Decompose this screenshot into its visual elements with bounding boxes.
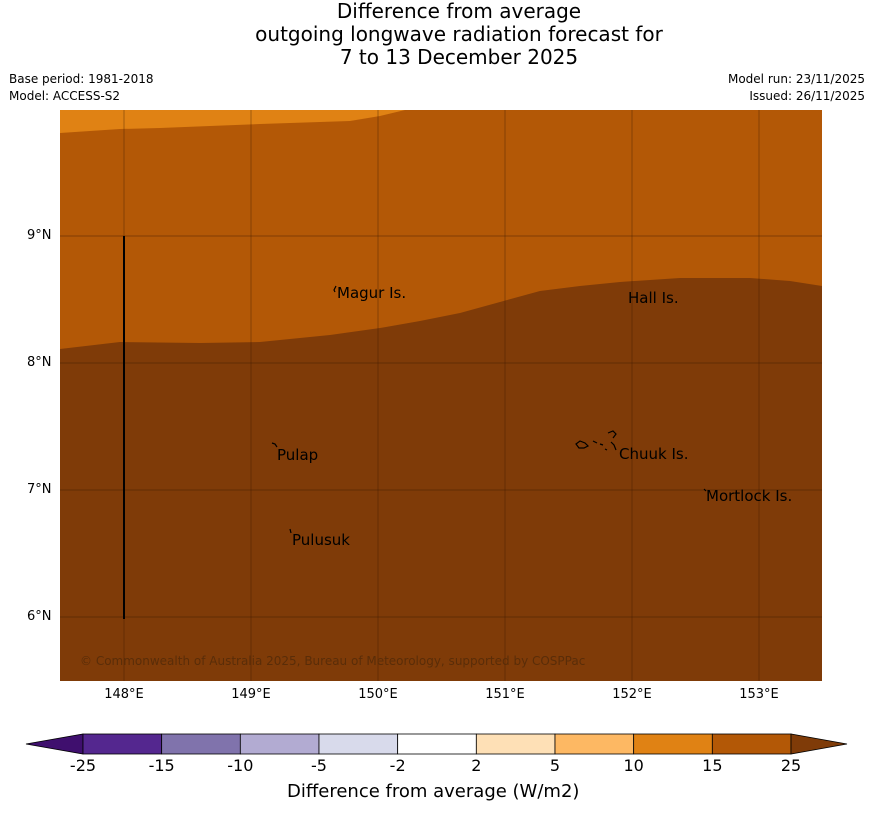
colorbar-cell xyxy=(82,733,163,755)
title-line-1: Difference from average xyxy=(336,0,582,23)
model-run: Model run: 23/11/2025 xyxy=(727,72,865,86)
colorbar-tick-label: 5 xyxy=(549,756,561,775)
colorbar-tick-label: 25 xyxy=(780,756,802,775)
lat-label-8n: 8°N xyxy=(27,355,52,370)
pulusuk-island-outline xyxy=(289,528,292,534)
lon-label-150e: 150°E xyxy=(358,687,398,702)
band-10-15 xyxy=(60,110,405,133)
place-label-pulap: Pulap xyxy=(277,446,319,464)
place-label-pulusuk: Pulusuk xyxy=(292,531,350,549)
colorbar-cell xyxy=(239,733,320,755)
magur-island-outline xyxy=(333,285,337,293)
lon-label-152e: 152°E xyxy=(612,687,652,702)
colorbar-tick-label: 15 xyxy=(702,756,723,775)
lat-label-9n: 9°N xyxy=(27,228,52,243)
issued-date: Issued: 26/11/2025 xyxy=(749,89,865,103)
place-label-chuuk: Chuuk Is. xyxy=(619,445,689,463)
colorbar-cell xyxy=(633,733,713,755)
colorbar-tick-label: 10 xyxy=(623,756,644,775)
colorbar-cell xyxy=(475,733,556,755)
colorbar-extend-low xyxy=(25,733,84,755)
colorbar-tick-label: 2 xyxy=(471,756,482,775)
lon-label-151e: 151°E xyxy=(485,687,525,702)
island-marks xyxy=(271,285,707,534)
colorbar-cell xyxy=(397,733,477,755)
colorbar-cell xyxy=(318,733,399,755)
colorbar-cell xyxy=(711,733,792,755)
meta-left: Base period: 1981-2018 Model: ACCESS-S2 xyxy=(9,71,154,105)
meta-right: Model run: 23/11/2025 Issued: 26/11/2025 xyxy=(728,71,865,105)
place-label-mortlock: Mortlock Is. xyxy=(706,487,793,505)
lon-label-153e: 153°E xyxy=(739,687,779,702)
pulap-island-outline xyxy=(271,442,278,448)
title-line-2: outgoing longwave radiation forecast for xyxy=(255,22,663,46)
colorbar-title: Difference from average (W/m2) xyxy=(287,781,580,802)
colorbar-cells xyxy=(25,733,848,755)
place-label-hall: Hall Is. xyxy=(628,289,679,307)
model-name: Model: ACCESS-S2 xyxy=(9,89,121,103)
place-label-magur: Magur Is. xyxy=(337,284,407,302)
chuuk-lagoon-outline xyxy=(575,430,617,451)
lat-label-6n: 6°N xyxy=(27,609,52,624)
colorbar-extend-high xyxy=(790,733,848,755)
map-panel[interactable] xyxy=(60,110,822,681)
colorbar-tick-label: -10 xyxy=(227,756,254,775)
colorbar-cell xyxy=(554,733,635,755)
colorbar-tick-label: -5 xyxy=(311,756,327,775)
mortlock-island-outline xyxy=(703,488,707,492)
chart-title: Difference from average outgoing longwav… xyxy=(0,0,873,69)
band-15-25 xyxy=(60,110,822,349)
base-period: Base period: 1981-2018 xyxy=(9,72,154,86)
lon-label-148e: 148°E xyxy=(104,687,144,702)
colorbar-tick-label: -15 xyxy=(148,756,175,775)
colorbar-tick-label: -2 xyxy=(389,756,406,775)
colorbar-tick-label: -25 xyxy=(69,756,97,775)
copyright-notice: © Commonwealth of Australia 2025, Bureau… xyxy=(80,654,586,668)
colorbar xyxy=(25,733,848,755)
map-svg xyxy=(60,110,822,681)
colorbar-cell xyxy=(161,733,241,755)
lon-label-149e: 149°E xyxy=(231,687,271,702)
title-line-3: 7 to 13 December 2025 xyxy=(339,45,579,69)
lat-label-7n: 7°N xyxy=(27,482,52,497)
map-gridlines xyxy=(60,110,822,681)
